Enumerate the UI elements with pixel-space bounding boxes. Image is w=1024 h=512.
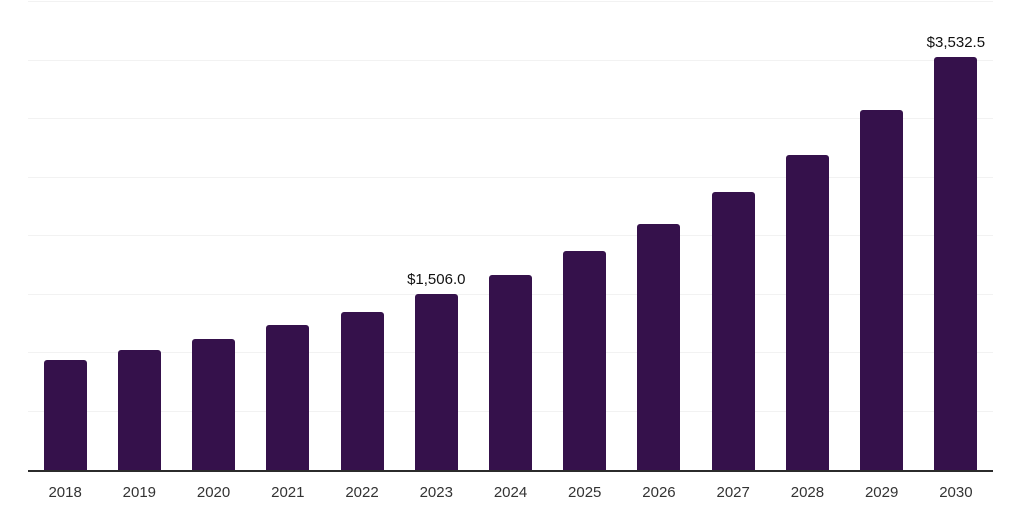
bar-2018 (43, 360, 87, 470)
x-tick-label-2020: 2020 (196, 484, 231, 501)
x-tick-label-2019: 2019 (122, 484, 157, 501)
x-tick-label-2021: 2021 (271, 484, 305, 501)
gridline-2000 (28, 235, 993, 236)
bar-2020 (192, 339, 236, 470)
bar-2024 (489, 274, 532, 470)
x-tick-label-2018: 2018 (48, 484, 82, 501)
plot-area: $1,506.0 $3,532.5 (28, 1, 993, 472)
bar-2027 (711, 192, 755, 470)
bar-2025 (563, 251, 607, 470)
x-axis-line (28, 470, 993, 472)
gridline-3500 (28, 59, 993, 61)
gridline-2500 (28, 176, 993, 178)
bar-2022 (340, 311, 384, 470)
x-tick-label-2028: 2028 (790, 484, 825, 501)
x-tick-label-2023: 2023 (419, 484, 453, 501)
data-label-2030: $3,532.5 (926, 33, 986, 51)
data-label-2023: $1,506.0 (407, 270, 466, 288)
x-tick-label-2029: 2029 (864, 484, 899, 501)
bar-2019 (117, 349, 161, 470)
x-tick-label-2024: 2024 (493, 484, 528, 501)
x-tick-label-2026: 2026 (642, 484, 676, 501)
x-tick-label-2025: 2025 (568, 484, 602, 501)
x-tick-label-2027: 2027 (716, 484, 750, 501)
x-tick-label-2030: 2030 (939, 484, 973, 501)
gridline-4000 (28, 1, 993, 2)
x-axis-labels: 2018 2019 2020 2021 2022 2023 2024 2025 2026 2027… (28, 484, 993, 506)
bar-2026 (637, 223, 681, 470)
bar-2029 (860, 110, 904, 470)
bar-2030 (934, 56, 978, 470)
bar-2028 (785, 155, 829, 470)
gridline-3000 (28, 118, 993, 119)
bar-2021 (266, 324, 310, 470)
x-tick-label-2022: 2022 (345, 484, 379, 501)
bar-2023 (414, 293, 458, 470)
